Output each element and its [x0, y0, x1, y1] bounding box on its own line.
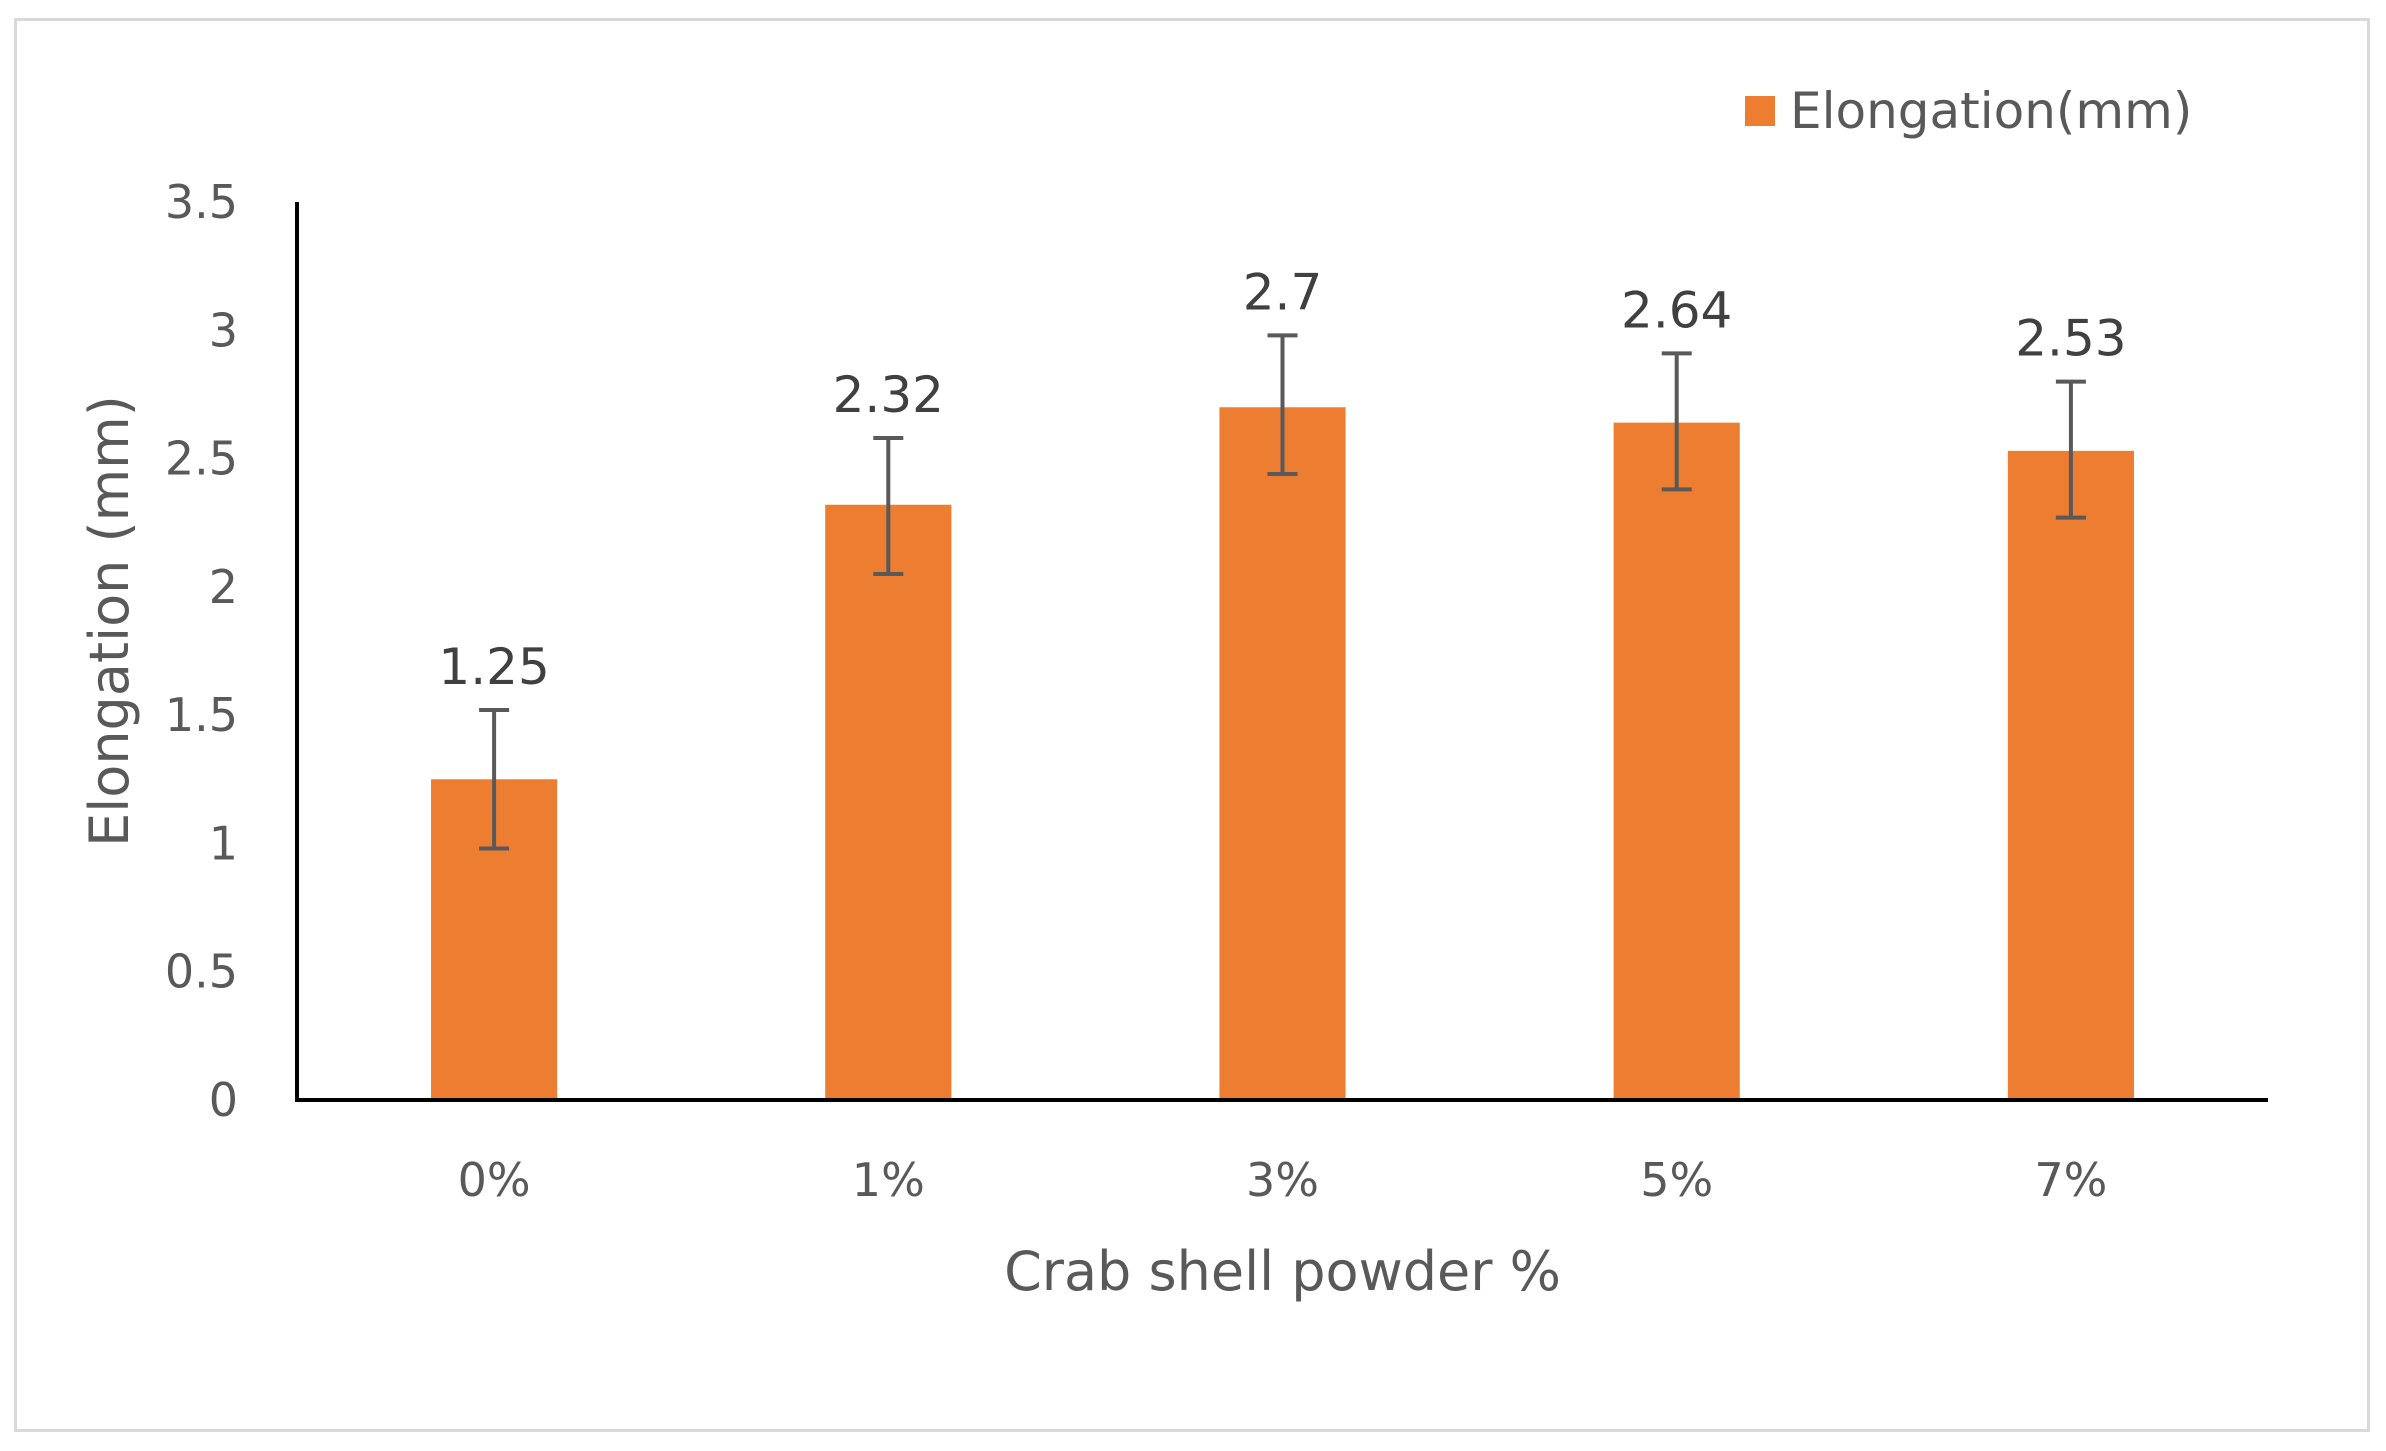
y-tick-label: 1.5 [165, 688, 238, 742]
bar-7pct [2007, 450, 2134, 1101]
data-label: 1.25 [438, 638, 549, 696]
y-tick-label: 3 [209, 303, 238, 357]
y-tick-label: 2.5 [165, 432, 238, 486]
bar-3pct [1219, 407, 1346, 1100]
y-tick-label: 1 [209, 816, 238, 870]
error-bar [479, 708, 510, 851]
x-tick-label: 5% [1640, 1153, 1713, 1207]
bar-1pct [825, 504, 952, 1100]
x-axis-ticks: 0% 1% 3% 5% 7% [458, 1153, 2108, 1207]
y-tick-label: 0 [209, 1073, 238, 1127]
error-bar [2055, 379, 2086, 520]
data-label: 2.64 [1621, 281, 1732, 339]
x-tick-label: 7% [2034, 1153, 2107, 1207]
x-tick-label: 0% [458, 1153, 531, 1207]
y-axis-ticks: 0 0.5 1 1.5 2 2.5 3 3.5 [165, 175, 238, 1127]
error-bar [1661, 351, 1692, 492]
legend-label: Elongation(mm) [1790, 82, 2192, 140]
bar-5pct [1613, 422, 1740, 1100]
error-bar [873, 436, 904, 577]
x-tick-label: 3% [1246, 1153, 1319, 1207]
data-label: 2.7 [1243, 263, 1323, 321]
x-tick-label: 1% [852, 1153, 925, 1207]
bar-series [431, 407, 2134, 1101]
data-label: 2.53 [2015, 310, 2126, 368]
y-tick-label: 2 [209, 560, 238, 614]
data-labels: 1.25 2.32 2.7 2.64 2.53 [438, 263, 2126, 696]
y-axis-title: Elongation (mm) [78, 395, 141, 847]
chart-frame [14, 18, 2370, 1432]
y-tick-label: 0.5 [165, 945, 238, 999]
legend-swatch [1745, 96, 1775, 126]
y-tick-label: 3.5 [165, 175, 238, 229]
error-bar [1267, 333, 1298, 476]
legend: Elongation(mm) [1745, 82, 2192, 140]
x-axis-title: Crab shell powder % [1004, 1240, 1561, 1303]
data-label: 2.32 [833, 366, 944, 424]
error-bars [479, 333, 2086, 851]
